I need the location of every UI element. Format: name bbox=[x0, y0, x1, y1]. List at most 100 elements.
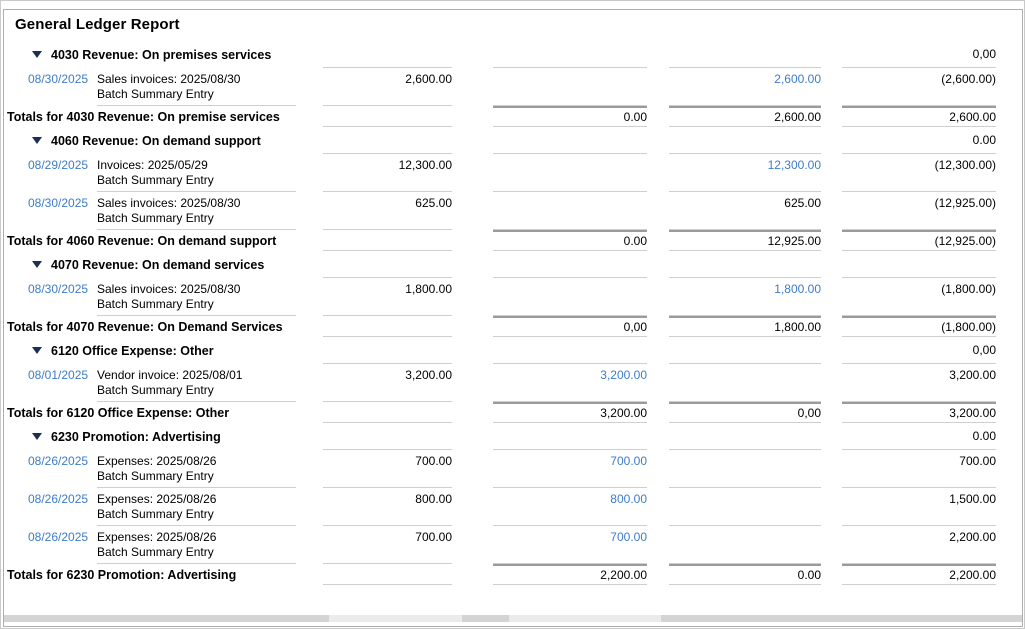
entry-source-label: Expenses: 2025/08/26 bbox=[97, 454, 217, 468]
ledger-entry-row: 08/30/2025 Sales invoices: 2025/08/30 Ba… bbox=[4, 278, 996, 316]
totals-col1-cell bbox=[323, 316, 452, 337]
collapse-triangle-icon[interactable] bbox=[32, 261, 42, 268]
amount-col1-cell: 2,600.00 bbox=[323, 68, 452, 106]
running-balance-cell: (1,800.00) bbox=[842, 278, 996, 316]
amount-col1-cell: 12,300.00 bbox=[323, 154, 452, 192]
totals-balance-cell: (1,800.00) bbox=[842, 316, 996, 337]
section-header-row: 6120 Office Expense: Other 0,00 bbox=[4, 337, 996, 364]
entry-date-link[interactable]: 08/26/2025 bbox=[28, 530, 89, 544]
amount-col1-cell bbox=[323, 251, 452, 278]
section-header-label: 6120 Office Expense: Other bbox=[51, 343, 214, 358]
section-header: 4030 Revenue: On premises services bbox=[4, 41, 323, 68]
totals-balance-cell: 2,200.00 bbox=[842, 564, 996, 585]
ledger-entry-row: 08/26/2025 Expenses: 2025/08/26 Batch Su… bbox=[4, 526, 996, 564]
amount-col2-link[interactable]: 700.00 bbox=[493, 526, 647, 564]
running-balance-cell: 700.00 bbox=[842, 450, 996, 488]
opening-balance-cell: 0,00 bbox=[842, 41, 996, 68]
amount-col1-cell bbox=[323, 337, 452, 364]
ledger-entry-row: 08/30/2025 Sales invoices: 2025/08/30 Ba… bbox=[4, 192, 996, 230]
ledger-entry-row: 08/29/2025 Invoices: 2025/05/29 Batch Su… bbox=[4, 154, 996, 192]
section-header-label: 4070 Revenue: On demand services bbox=[51, 257, 265, 272]
section-header-label: 6230 Promotion: Advertising bbox=[51, 429, 221, 444]
running-balance-cell: (2,600.00) bbox=[842, 68, 996, 106]
amount-col3-cell: 625.00 bbox=[669, 192, 821, 230]
totals-label: Totals for 4030 Revenue: On premise serv… bbox=[7, 109, 280, 124]
section-header-row: 4030 Revenue: On premises services 0,00 bbox=[4, 41, 996, 68]
opening-balance-cell bbox=[842, 251, 996, 278]
section-totals-row: Totals for 4030 Revenue: On premise serv… bbox=[4, 106, 996, 127]
amount-col3-cell bbox=[669, 41, 821, 68]
collapse-triangle-icon[interactable] bbox=[32, 137, 42, 144]
entry-description: Expenses: 2025/08/26 Batch Summary Entry bbox=[97, 526, 296, 564]
section-header: 4060 Revenue: On demand support bbox=[4, 127, 323, 154]
collapse-triangle-icon[interactable] bbox=[32, 433, 42, 440]
section-header-label: 4030 Revenue: On premises services bbox=[51, 47, 272, 62]
amount-col2-link[interactable]: 800.00 bbox=[493, 488, 647, 526]
entry-description: Expenses: 2025/08/26 Batch Summary Entry bbox=[97, 450, 296, 488]
scrollbar-segment[interactable] bbox=[661, 615, 1022, 622]
amount-col3-cell bbox=[669, 450, 821, 488]
general-ledger-report: General Ledger Report 4030 Revenue: On p… bbox=[4, 10, 1004, 585]
scrollbar-segment[interactable] bbox=[462, 615, 509, 622]
amount-col3-link[interactable]: 1,800.00 bbox=[669, 278, 821, 316]
entry-date-link[interactable]: 08/26/2025 bbox=[28, 454, 89, 468]
amount-col3-link[interactable]: 2,600.00 bbox=[669, 68, 821, 106]
section-totals-row: Totals for 6230 Promotion: Advertising 2… bbox=[4, 564, 996, 585]
section-totals-row: Totals for 4060 Revenue: On demand suppo… bbox=[4, 230, 996, 251]
amount-col3-cell bbox=[669, 127, 821, 154]
opening-balance-cell: 0.00 bbox=[842, 423, 996, 450]
totals-col2-cell: 0,00 bbox=[493, 316, 647, 337]
amount-col2-cell bbox=[493, 127, 647, 154]
entry-source-label: Sales invoices: 2025/08/30 bbox=[97, 282, 241, 296]
entry-date-link[interactable]: 08/01/2025 bbox=[28, 368, 89, 382]
entry-date-link[interactable]: 08/29/2025 bbox=[28, 158, 89, 172]
entry-source-label: Vendor invoice: 2025/08/01 bbox=[97, 368, 243, 382]
entry-source-label: Expenses: 2025/08/26 bbox=[97, 530, 217, 544]
totals-balance-cell: (12,925.00) bbox=[842, 230, 996, 251]
amount-col1-cell: 800.00 bbox=[323, 488, 452, 526]
totals-col3-cell: 0,00 bbox=[669, 402, 821, 423]
entry-date-link[interactable]: 08/30/2025 bbox=[28, 72, 89, 86]
ledger-entry-row: 08/30/2025 Sales invoices: 2025/08/30 Ba… bbox=[4, 68, 996, 106]
section-totals-row: Totals for 6120 Office Expense: Other 3,… bbox=[4, 402, 996, 423]
entry-description: Sales invoices: 2025/08/30 Batch Summary… bbox=[97, 68, 296, 106]
scrollbar-segment[interactable] bbox=[4, 615, 329, 622]
amount-col2-cell bbox=[493, 41, 647, 68]
section-totals-row: Totals for 4070 Revenue: On Demand Servi… bbox=[4, 316, 996, 337]
totals-label: Totals for 4060 Revenue: On demand suppo… bbox=[7, 233, 277, 248]
section-header-row: 4070 Revenue: On demand services bbox=[4, 251, 996, 278]
totals-col3-cell: 0.00 bbox=[669, 564, 821, 585]
entry-type-label: Batch Summary Entry bbox=[97, 469, 214, 483]
totals-col3-cell: 1,800.00 bbox=[669, 316, 821, 337]
collapse-triangle-icon[interactable] bbox=[32, 51, 42, 58]
totals-col3-cell: 12,925.00 bbox=[669, 230, 821, 251]
opening-balance-cell: 0.00 bbox=[842, 127, 996, 154]
entry-description: Vendor invoice: 2025/08/01 Batch Summary… bbox=[97, 364, 296, 402]
totals-col1-cell bbox=[323, 564, 452, 585]
amount-col3-link[interactable]: 12,300.00 bbox=[669, 154, 821, 192]
entry-source-label: Expenses: 2025/08/26 bbox=[97, 492, 217, 506]
entry-type-label: Batch Summary Entry bbox=[97, 507, 214, 521]
entry-date-link[interactable]: 08/30/2025 bbox=[28, 196, 89, 210]
entry-date-link[interactable]: 08/26/2025 bbox=[28, 492, 89, 506]
amount-col2-link[interactable]: 700.00 bbox=[493, 450, 647, 488]
collapse-triangle-icon[interactable] bbox=[32, 347, 42, 354]
totals-col2-cell: 0.00 bbox=[493, 106, 647, 127]
totals-col3-cell: 2,600.00 bbox=[669, 106, 821, 127]
entry-type-label: Batch Summary Entry bbox=[97, 383, 214, 397]
horizontal-scrollbar[interactable] bbox=[4, 615, 1022, 622]
ledger-entry-row: 08/26/2025 Expenses: 2025/08/26 Batch Su… bbox=[4, 488, 996, 526]
section-header-row: 6230 Promotion: Advertising 0.00 bbox=[4, 423, 996, 450]
section-header: 4070 Revenue: On demand services bbox=[4, 251, 323, 278]
totals-balance-cell: 3,200.00 bbox=[842, 402, 996, 423]
opening-balance-cell: 0,00 bbox=[842, 337, 996, 364]
amount-col3-cell bbox=[669, 337, 821, 364]
report-viewport: General Ledger Report 4030 Revenue: On p… bbox=[3, 9, 1023, 627]
ledger-entry-row: 08/26/2025 Expenses: 2025/08/26 Batch Su… bbox=[4, 450, 996, 488]
amount-col1-cell bbox=[323, 423, 452, 450]
totals-col1-cell bbox=[323, 106, 452, 127]
entry-date-link[interactable]: 08/30/2025 bbox=[28, 282, 89, 296]
amount-col2-link[interactable]: 3,200.00 bbox=[493, 364, 647, 402]
amount-col3-cell bbox=[669, 364, 821, 402]
totals-col1-cell bbox=[323, 230, 452, 251]
